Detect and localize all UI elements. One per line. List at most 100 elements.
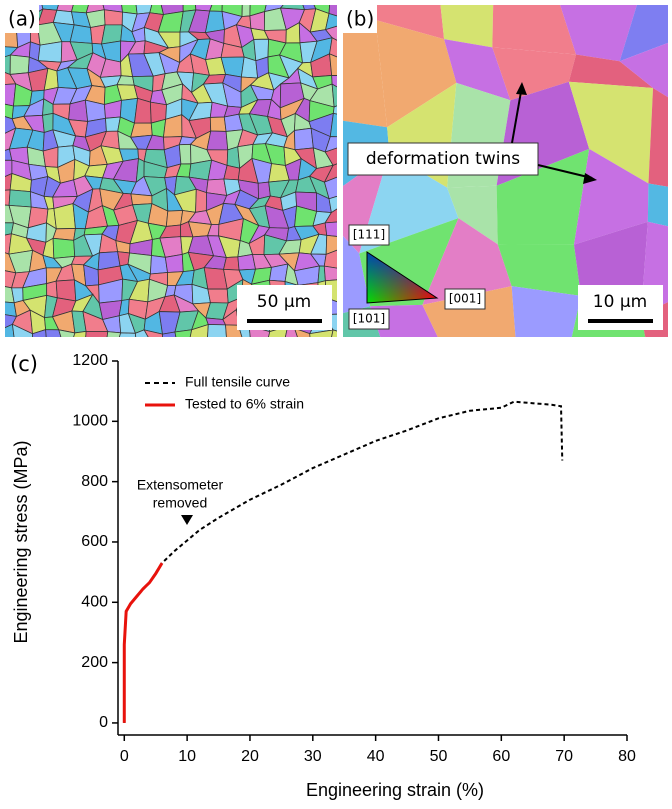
grain [53, 203, 76, 230]
grain [294, 127, 314, 151]
arrow [537, 164, 593, 179]
grain [324, 147, 337, 166]
annotation-marker [181, 515, 193, 525]
grain [174, 329, 193, 337]
grain [42, 146, 59, 168]
grain [143, 329, 164, 337]
grain [85, 330, 109, 337]
grain [5, 83, 17, 107]
annotation-box [347, 142, 539, 176]
grain [492, 5, 577, 55]
y-axis-label: Engineering stress (MPa) [11, 440, 31, 643]
grain [165, 210, 184, 227]
series-line [123, 400, 564, 723]
ipf-shade [367, 252, 437, 303]
grain [5, 323, 15, 337]
grain [5, 31, 19, 48]
x-tick-label: 40 [367, 748, 385, 765]
grain [9, 54, 30, 75]
x-axis-label: Engineering strain (%) [306, 780, 484, 800]
annotation: Extensometer [137, 477, 224, 493]
x-tick-label: 50 [430, 748, 448, 765]
grain [223, 256, 240, 271]
panel-a-overlay: (a) 50 µm [5, 5, 332, 330]
grain [329, 112, 337, 138]
x-tick-label: 0 [120, 748, 129, 765]
grain [323, 163, 337, 183]
grain [209, 5, 223, 12]
y-tick-label: 800 [81, 473, 108, 490]
grain [293, 327, 311, 337]
arrowhead [516, 82, 527, 95]
grain [331, 75, 337, 88]
ipf-outline [366, 251, 439, 304]
grain [328, 5, 337, 17]
series-line [122, 562, 164, 723]
ipf-box [348, 224, 390, 246]
grain [45, 329, 62, 337]
grain [58, 329, 76, 337]
grain [648, 87, 668, 187]
grain [444, 39, 511, 101]
grain [52, 237, 76, 259]
grain [207, 324, 227, 337]
y-tick-label: 400 [81, 594, 108, 611]
grain [331, 83, 337, 108]
ipf-label: [001] [449, 292, 481, 306]
grain [103, 9, 123, 26]
grain [447, 185, 498, 245]
grain [130, 193, 153, 206]
grain [73, 330, 87, 337]
ipf-box [444, 288, 486, 310]
grain [69, 24, 93, 44]
grain [375, 19, 457, 128]
grain [422, 286, 516, 337]
y-tick-label: 200 [81, 654, 108, 671]
grain [511, 286, 581, 337]
grain [324, 221, 337, 237]
grain [324, 208, 337, 224]
label-box [343, 5, 377, 33]
grain [619, 42, 668, 98]
grain [5, 54, 11, 76]
grain [324, 25, 337, 41]
grain [134, 97, 152, 124]
grain [343, 236, 371, 314]
plot: 0 10 20 30 40 50 60 70 80020040060080010001200Fu… [72, 352, 636, 765]
x-tick-label: 20 [241, 748, 259, 765]
grain [11, 323, 34, 337]
grain [46, 280, 58, 299]
grain [8, 189, 32, 208]
grain [343, 19, 388, 128]
x-tick-label: 10 [178, 748, 196, 765]
scale-text: 50 µm [257, 292, 311, 312]
grain [164, 253, 184, 273]
grain [323, 249, 337, 269]
y-tick-label: 1200 [72, 352, 108, 369]
grain [375, 5, 445, 40]
grain [195, 188, 207, 213]
grain [178, 143, 192, 165]
ipf-label: [101] [353, 312, 385, 326]
x-tick-label: 70 [555, 748, 573, 765]
grain [223, 164, 241, 181]
grain [325, 13, 337, 31]
grain [209, 116, 227, 132]
grain [68, 99, 89, 122]
grain [492, 47, 577, 101]
y-tick-label: 1000 [72, 413, 108, 430]
grain [240, 56, 259, 79]
grain [619, 5, 668, 62]
x-tick-label: 30 [304, 748, 322, 765]
grain [37, 41, 63, 63]
panel-b-overlay: (b) deformation twins [111] [001] [101] … [343, 5, 663, 330]
grain [42, 112, 54, 134]
y-tick-label: 600 [81, 533, 108, 550]
grain [329, 53, 337, 76]
grain [323, 176, 337, 200]
arrowhead [583, 173, 597, 184]
grain [323, 265, 337, 282]
grain [331, 329, 337, 337]
grain [497, 244, 581, 296]
